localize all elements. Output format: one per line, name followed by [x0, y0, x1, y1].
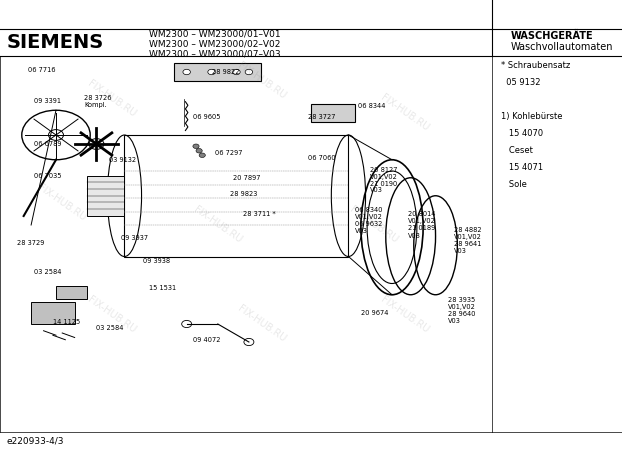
Text: 20 9674: 20 9674 [361, 310, 389, 316]
Text: WM2300 – WM23000/01–V01: WM2300 – WM23000/01–V01 [149, 29, 281, 38]
Text: 15 1531: 15 1531 [149, 285, 176, 291]
Text: WM2300 – WM23000/02–V02: WM2300 – WM23000/02–V02 [149, 39, 280, 48]
Text: WM2300 – WM23000/07–V03: WM2300 – WM23000/07–V03 [149, 49, 281, 58]
Circle shape [193, 144, 199, 148]
Text: 09 3391: 09 3391 [34, 98, 61, 104]
Text: 06 8344: 06 8344 [358, 103, 385, 109]
Text: Ceset: Ceset [501, 146, 533, 155]
Text: 28 3711 *: 28 3711 * [243, 211, 275, 217]
Text: 20 8127
V01,V02
21 0190
V03: 20 8127 V01,V02 21 0190 V03 [370, 166, 398, 194]
Circle shape [182, 320, 191, 328]
Text: 06 8340
V01,V02
06 9632
V03: 06 8340 V01,V02 06 9632 V03 [355, 207, 382, 234]
Text: FIX-HUB.RU: FIX-HUB.RU [347, 205, 399, 245]
Text: 14 1125: 14 1125 [53, 319, 80, 325]
Circle shape [233, 69, 240, 75]
Text: 09 3937: 09 3937 [121, 235, 148, 242]
Circle shape [208, 69, 216, 75]
Polygon shape [31, 302, 74, 324]
Polygon shape [87, 176, 125, 216]
Circle shape [244, 338, 254, 346]
Text: 09 4072: 09 4072 [193, 337, 221, 343]
Polygon shape [174, 63, 261, 81]
Text: 1) Kohlebürste: 1) Kohlebürste [501, 112, 562, 121]
Text: 06 7035: 06 7035 [34, 172, 62, 179]
Circle shape [245, 69, 252, 75]
Text: 28 9822: 28 9822 [212, 69, 239, 75]
Text: 03 2584: 03 2584 [34, 269, 62, 275]
Text: 28 3726
Kompl.: 28 3726 Kompl. [84, 95, 111, 108]
Text: FIX-HUB.RU: FIX-HUB.RU [36, 182, 88, 223]
Text: FIX-HUB.RU: FIX-HUB.RU [235, 61, 287, 101]
Text: 28 3729: 28 3729 [17, 240, 45, 246]
Text: FIX-HUB.RU: FIX-HUB.RU [378, 295, 431, 335]
Text: 06 7716: 06 7716 [28, 67, 55, 73]
Text: 03 2584: 03 2584 [97, 324, 124, 331]
Text: 06 7060: 06 7060 [308, 154, 336, 161]
Text: 15 4070: 15 4070 [501, 129, 543, 138]
Text: 28 4882
V01,V02
28 9641
V03: 28 4882 V01,V02 28 9641 V03 [454, 227, 482, 254]
Text: Waschvollautomaten: Waschvollautomaten [510, 42, 612, 52]
Text: 15 4071: 15 4071 [501, 163, 543, 172]
Circle shape [48, 130, 64, 140]
Text: 06 9605: 06 9605 [193, 114, 221, 120]
Text: FIX-HUB.RU: FIX-HUB.RU [378, 92, 431, 133]
Text: * Schraubensatz: * Schraubensatz [501, 61, 570, 70]
Text: 20 8014
V01,V02
21 0189
V03: 20 8014 V01,V02 21 0189 V03 [408, 212, 436, 239]
Circle shape [196, 148, 202, 153]
Text: 06 6789: 06 6789 [34, 141, 62, 147]
Text: 28 9823: 28 9823 [230, 190, 258, 197]
Text: 03 9132: 03 9132 [109, 157, 136, 163]
Text: FIX-HUB.RU: FIX-HUB.RU [235, 304, 287, 344]
Text: FIX-HUB.RU: FIX-HUB.RU [192, 205, 244, 245]
Text: Sole: Sole [501, 180, 527, 189]
Text: 28 3935
V01,V02
28 9640
V03: 28 3935 V01,V02 28 9640 V03 [448, 297, 476, 324]
Text: SIEMENS: SIEMENS [6, 33, 104, 52]
Text: FIX-HUB.RU: FIX-HUB.RU [86, 79, 138, 119]
Text: 05 9132: 05 9132 [501, 78, 541, 87]
Text: 28 3727: 28 3727 [308, 114, 336, 120]
Text: WASCHGERÄTE: WASCHGERÄTE [510, 31, 593, 41]
Circle shape [183, 69, 190, 75]
Circle shape [199, 153, 205, 157]
Text: 20 7897: 20 7897 [233, 175, 261, 181]
Circle shape [89, 139, 104, 149]
Polygon shape [56, 286, 87, 299]
Text: 06 7297: 06 7297 [215, 150, 242, 156]
Text: FIX-HUB.RU: FIX-HUB.RU [86, 295, 138, 335]
Polygon shape [311, 104, 355, 122]
Text: 09 3938: 09 3938 [143, 258, 170, 264]
Text: e220933-4/3: e220933-4/3 [6, 436, 64, 446]
